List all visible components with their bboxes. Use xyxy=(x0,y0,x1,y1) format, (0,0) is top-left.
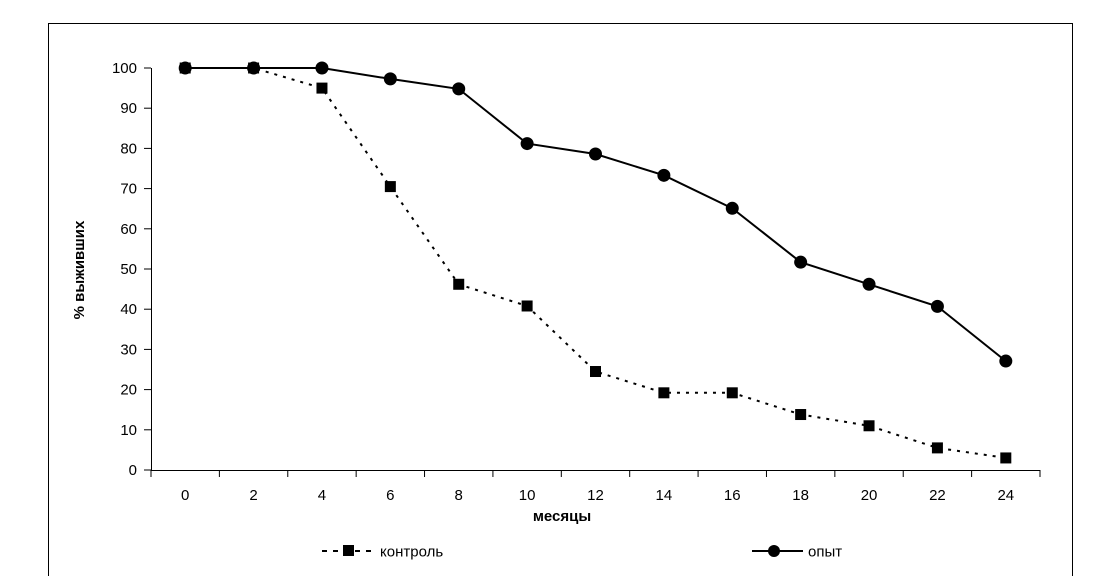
legend: контроль опыт xyxy=(322,544,842,561)
data-point-control xyxy=(658,387,670,399)
data-point-control xyxy=(931,442,943,454)
y-tick-label: 0 xyxy=(129,462,137,479)
legend-experiment-label: опыт xyxy=(808,544,842,561)
y-tick-label: 80 xyxy=(120,140,137,157)
x-tick-label: 2 xyxy=(249,487,257,504)
x-ticks: 0 2 4 6 8 10 12 14 16 18 20 22 24 xyxy=(150,470,1041,504)
data-point-control xyxy=(1000,452,1012,464)
legend-control-label: контроль xyxy=(380,544,443,561)
data-point-experiment xyxy=(178,61,192,75)
data-point-experiment xyxy=(520,137,534,151)
data-point-experiment xyxy=(315,61,329,75)
x-tick-label: 12 xyxy=(587,487,604,504)
data-point-control xyxy=(316,82,328,94)
data-point-control xyxy=(795,409,807,421)
legend-experiment-marker xyxy=(768,545,780,557)
data-point-experiment xyxy=(999,354,1013,368)
data-point-control xyxy=(590,366,601,378)
data-point-experiment xyxy=(247,61,261,75)
y-ticks: 0 10 20 30 40 50 60 70 80 90 100 xyxy=(112,60,151,479)
y-tick-label: 100 xyxy=(112,60,137,77)
data-point-experiment xyxy=(452,82,466,96)
data-point-experiment xyxy=(862,277,876,291)
y-tick-label: 50 xyxy=(120,261,137,278)
y-tick-label: 70 xyxy=(120,181,137,198)
data-point-experiment xyxy=(725,201,739,215)
legend-control-marker xyxy=(343,545,354,556)
data-point-control xyxy=(453,278,465,290)
y-tick-label: 90 xyxy=(120,100,137,117)
data-point-experiment xyxy=(383,72,397,86)
x-tick-label: 18 xyxy=(792,487,809,504)
y-axis-title: % выживших xyxy=(71,220,88,319)
x-tick-label: 6 xyxy=(386,487,394,504)
x-tick-label: 0 xyxy=(181,487,189,504)
x-tick-label: 4 xyxy=(318,487,326,504)
data-point-control xyxy=(863,420,875,432)
x-axis-title: месяцы xyxy=(533,508,591,525)
x-tick-label: 24 xyxy=(997,487,1014,504)
y-tick-label: 30 xyxy=(120,341,137,358)
y-tick-label: 40 xyxy=(120,301,137,318)
data-point-experiment xyxy=(589,147,602,161)
x-tick-label: 14 xyxy=(656,487,673,504)
y-tick-label: 60 xyxy=(120,221,137,238)
data-point-control xyxy=(384,181,396,193)
x-tick-label: 16 xyxy=(724,487,741,504)
outer-border xyxy=(48,23,1073,576)
data-point-control xyxy=(726,387,738,399)
y-tick-label: 10 xyxy=(120,422,137,439)
legend-item-control: контроль xyxy=(322,544,443,561)
x-tick-label: 20 xyxy=(861,487,878,504)
x-tick-label: 8 xyxy=(455,487,463,504)
x-tick-label: 22 xyxy=(929,487,946,504)
legend-item-experiment: опыт xyxy=(752,544,842,561)
y-tick-label: 20 xyxy=(120,382,137,399)
data-point-control xyxy=(521,300,533,312)
series-layer xyxy=(178,61,1013,464)
x-tick-label: 10 xyxy=(519,487,536,504)
data-point-experiment xyxy=(657,168,671,182)
data-point-experiment xyxy=(794,255,808,269)
data-point-experiment xyxy=(930,299,944,313)
